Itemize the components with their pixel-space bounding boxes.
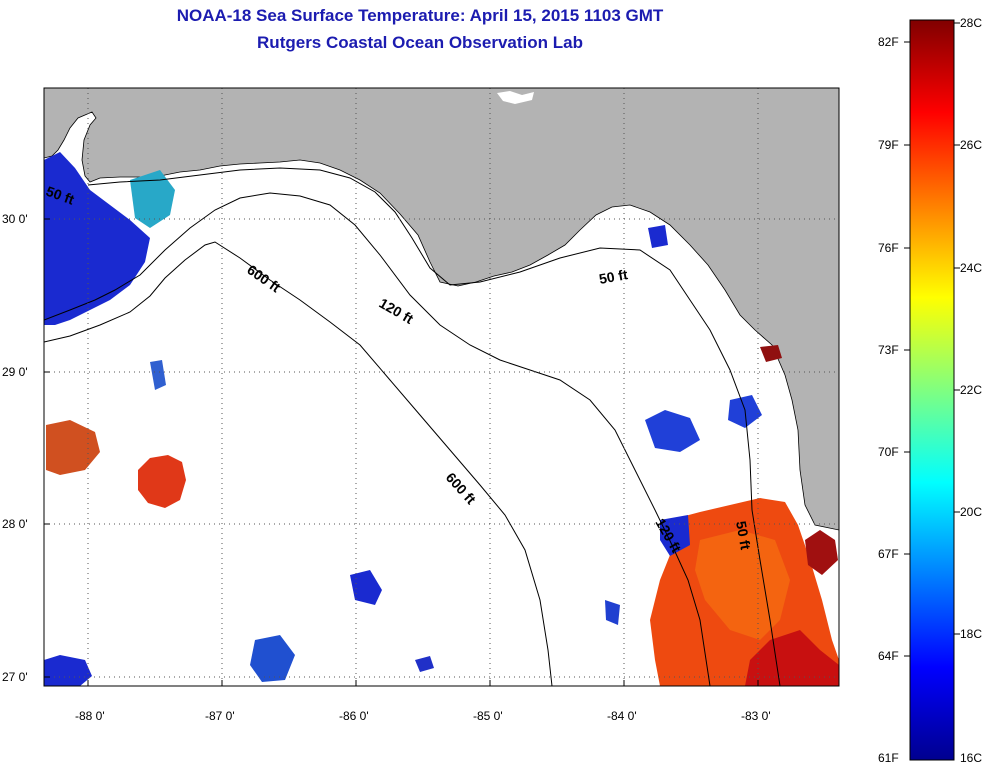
sst-cool-patch <box>645 410 700 452</box>
colorbar-f-label: 64F <box>878 649 899 663</box>
lon-tick-label: -85 0' <box>473 709 503 723</box>
sst-cool-patch <box>660 515 690 556</box>
tick-marks <box>44 218 759 686</box>
colorbar-c-label: 16C <box>960 751 982 765</box>
lat-tick-label: 30 0' <box>2 212 28 226</box>
colorbar-c-label: 18C <box>960 627 982 641</box>
sst-hot-patch <box>805 530 838 575</box>
depth-contours <box>44 167 781 686</box>
sst-warm-patch <box>695 530 790 640</box>
contour-50ft-line <box>87 167 781 686</box>
sst-cool-patch <box>44 152 150 325</box>
lon-tick-label: -83 0' <box>741 709 771 723</box>
sst-cool-patch <box>605 600 620 625</box>
sst-cool-patch <box>46 420 100 475</box>
colorbar-ticks <box>904 22 960 657</box>
colorbar-f-label: 70F <box>878 445 899 459</box>
colorbar-f-label: 73F <box>878 343 899 357</box>
map-subtitle: Rutgers Coastal Ocean Observation Lab <box>257 33 583 52</box>
colorbar-f-label: 79F <box>878 138 899 152</box>
colorbar-f-label: 76F <box>878 241 899 255</box>
lon-tick-label: -87 0' <box>205 709 235 723</box>
sst-cool-patch <box>415 656 434 672</box>
colorbar <box>909 19 955 761</box>
lat-tick-label: 27 0' <box>2 670 28 684</box>
colorbar-c-label: 20C <box>960 505 982 519</box>
sst-hot-patch <box>745 630 839 686</box>
colorbar-f-label: 67F <box>878 547 899 561</box>
sst-cool-patch <box>350 570 382 605</box>
sst-hot-patch <box>760 345 782 362</box>
colorbar-c-label: 28C <box>960 16 982 30</box>
map-title: NOAA-18 Sea Surface Temperature: April 1… <box>176 6 664 25</box>
contour-120ft-line <box>44 192 711 686</box>
sst-warm-patch <box>138 455 186 508</box>
lat-tick-label: 29 0' <box>2 365 28 379</box>
sst-cool-patch <box>130 170 175 228</box>
lat-tick-label: 28 0' <box>2 517 28 531</box>
colorbar-c-label: 26C <box>960 138 982 152</box>
colorbar-f-label: 82F <box>878 35 899 49</box>
lon-tick-label: -84 0' <box>607 709 637 723</box>
contour-label: 50 ft <box>598 266 629 287</box>
sst-cool-patch <box>150 360 166 390</box>
sst-cool-patch <box>44 655 92 686</box>
colorbar-c-label: 22C <box>960 383 982 397</box>
colorbar-f-label: 61F <box>878 751 899 765</box>
plot-frame <box>43 87 840 687</box>
island <box>497 91 534 104</box>
land-mass <box>44 88 839 531</box>
colorbar-c-label: 24C <box>960 261 982 275</box>
sst-cool-patch <box>250 635 295 682</box>
sst-patches <box>46 345 839 686</box>
contour-label: 50 ft <box>733 520 754 551</box>
lon-tick-label: -88 0' <box>75 709 105 723</box>
sst-cool-patch <box>648 225 668 248</box>
contour-600ft-line <box>44 241 553 686</box>
lon-tick-label: -86 0' <box>339 709 369 723</box>
